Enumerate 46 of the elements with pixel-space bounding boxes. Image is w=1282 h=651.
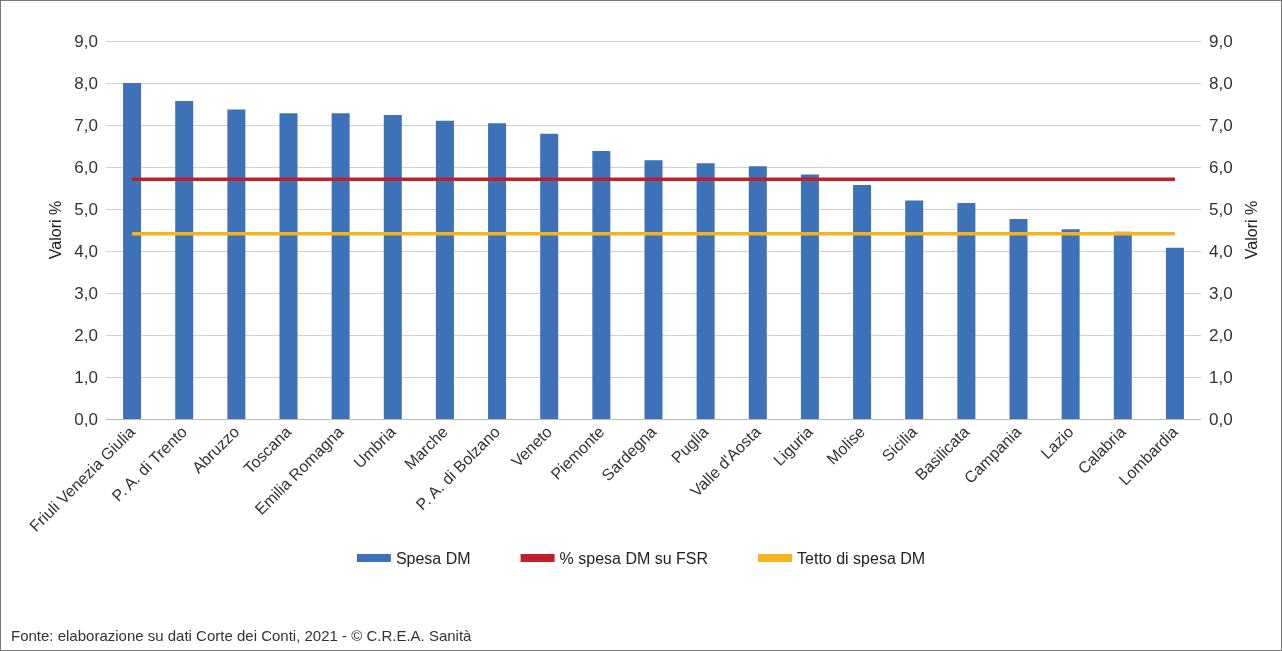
y-tick-label: 9,0	[74, 31, 98, 51]
bar	[957, 203, 976, 419]
bar	[435, 120, 454, 419]
legend-label: Tetto di spesa DM	[797, 549, 926, 567]
y2-tick-label: 2,0	[1209, 325, 1233, 345]
y-tick-label: 4,0	[74, 241, 98, 261]
bar	[800, 174, 819, 419]
bar	[1061, 229, 1080, 419]
y2-tick-label: 6,0	[1209, 157, 1233, 177]
bar	[696, 163, 715, 419]
bar	[748, 166, 767, 419]
bar	[905, 200, 924, 419]
y-tick-label: 3,0	[74, 283, 98, 303]
bar	[853, 185, 872, 419]
y2-tick-label: 8,0	[1209, 73, 1233, 93]
y-tick-label: 1,0	[74, 367, 98, 387]
y-tick-label: 2,0	[74, 325, 98, 345]
source-note: Fonte: elaborazione su dati Corte dei Conti, 2021 - © C.R.E.A. Sanità	[11, 627, 472, 644]
bar	[227, 109, 246, 419]
bar	[331, 113, 350, 419]
y2-tick-label: 0,0	[1209, 409, 1233, 429]
bar	[592, 151, 611, 419]
y2-tick-label: 3,0	[1209, 283, 1233, 303]
bar	[383, 114, 402, 419]
bar	[540, 133, 559, 419]
bar	[279, 113, 298, 419]
y-tick-label: 0,0	[74, 409, 98, 429]
y2-tick-label: 7,0	[1209, 115, 1233, 135]
y2-tick-label: 4,0	[1209, 241, 1233, 261]
bar	[488, 123, 507, 419]
legend-label: Spesa DM	[395, 549, 471, 567]
y-tick-label: 8,0	[74, 73, 98, 93]
y-tick-label: 5,0	[74, 199, 98, 219]
y2-axis-title: Valori %	[1243, 200, 1261, 260]
bar	[123, 83, 142, 419]
y2-tick-label: 5,0	[1209, 199, 1233, 219]
bar	[175, 101, 194, 419]
y2-tick-label: 1,0	[1209, 367, 1233, 387]
y-tick-label: 6,0	[74, 157, 98, 177]
legend-label: % spesa DM su FSR	[559, 549, 709, 567]
bar	[644, 160, 663, 419]
y2-tick-label: 9,0	[1209, 31, 1233, 51]
bar	[1165, 247, 1184, 419]
y-tick-label: 7,0	[74, 115, 98, 135]
y-axis-title: Valori %	[46, 200, 64, 260]
bar	[1009, 219, 1028, 419]
